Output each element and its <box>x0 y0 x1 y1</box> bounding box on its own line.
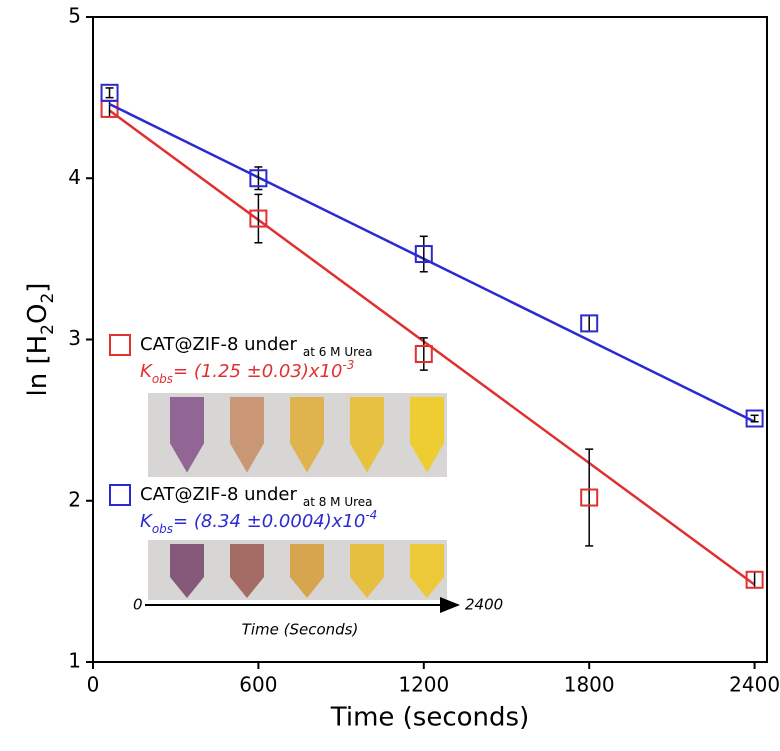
rate-exponent: -4 <box>365 508 377 522</box>
rate-text: = (8.34 ±0.0004)x10 <box>173 511 365 532</box>
y-tick-label: 2 <box>68 487 81 511</box>
marker <box>249 169 268 188</box>
vial <box>350 397 384 473</box>
error-bar <box>105 87 114 99</box>
y-axis-label-part: ln [H <box>23 335 53 397</box>
y-tick-label: 3 <box>68 326 81 350</box>
marker <box>745 409 764 428</box>
rate-symbol: K <box>140 361 153 382</box>
inset-label: Time (Seconds) <box>242 621 359 639</box>
vial <box>290 397 324 473</box>
rate-exponent: -3 <box>342 358 354 372</box>
vial <box>350 544 384 598</box>
legend-marker <box>109 484 131 506</box>
error-bar <box>750 570 759 589</box>
rate-constant: Kobs= (1.25 ±0.03)x10-3 <box>140 358 354 386</box>
rate-constant: Kobs= (8.34 ±0.0004)x10-4 <box>140 508 377 536</box>
x-tick-label: 0 <box>87 673 100 697</box>
vial <box>410 397 444 473</box>
y-tick-label: 1 <box>68 649 81 673</box>
legend-marker <box>109 334 131 356</box>
y-axis-label: ln [H2O2] <box>23 283 59 397</box>
rate-subscript: obs <box>152 372 173 386</box>
marker <box>414 345 433 364</box>
inset-start: 0 <box>133 596 143 614</box>
legend-sub: at 6 M Urea <box>303 345 373 359</box>
legend-label: CAT@ZIF-8 under at 6 M Urea <box>140 334 373 359</box>
legend-name: CAT@ZIF-8 under <box>140 484 297 505</box>
x-axis-label: Time (seconds) <box>330 703 529 733</box>
vial <box>230 397 264 473</box>
y-axis-label-part: 2 <box>38 293 58 304</box>
marker <box>580 488 599 507</box>
marker <box>745 570 764 589</box>
vial <box>230 544 264 598</box>
x-tick-label: 1200 <box>398 673 449 697</box>
vial <box>170 544 204 598</box>
rate-subscript: obs <box>152 522 173 536</box>
marker <box>414 245 433 264</box>
marker <box>249 209 268 228</box>
error-bar <box>254 193 263 244</box>
x-tick-label: 2400 <box>729 673 780 697</box>
legend-label: CAT@ZIF-8 under at 8 M Urea <box>140 484 373 509</box>
vial <box>170 397 204 473</box>
error-bar <box>105 100 114 118</box>
error-bar <box>419 235 428 273</box>
marker <box>580 314 599 333</box>
x-tick-label: 1800 <box>564 673 615 697</box>
vial <box>410 544 444 598</box>
error-bar <box>585 448 594 547</box>
legend-name: CAT@ZIF-8 under <box>140 334 297 355</box>
vial <box>290 544 324 598</box>
error-bar <box>750 414 759 423</box>
y-axis-label-part: ] <box>23 283 53 293</box>
y-axis-label-part: 2 <box>38 324 58 335</box>
legend-sub: at 8 M Urea <box>303 495 373 509</box>
marker <box>100 83 119 102</box>
error-bar <box>419 337 428 371</box>
y-tick-label: 4 <box>68 165 81 189</box>
rate-symbol: K <box>140 511 153 532</box>
error-bar <box>585 314 594 333</box>
inset-end: 2400 <box>465 596 503 614</box>
y-tick-label: 5 <box>68 4 81 28</box>
x-tick-label: 600 <box>239 673 277 697</box>
y-axis-label-part: O <box>23 304 53 324</box>
rate-text: = (1.25 ±0.03)x10 <box>173 361 342 382</box>
